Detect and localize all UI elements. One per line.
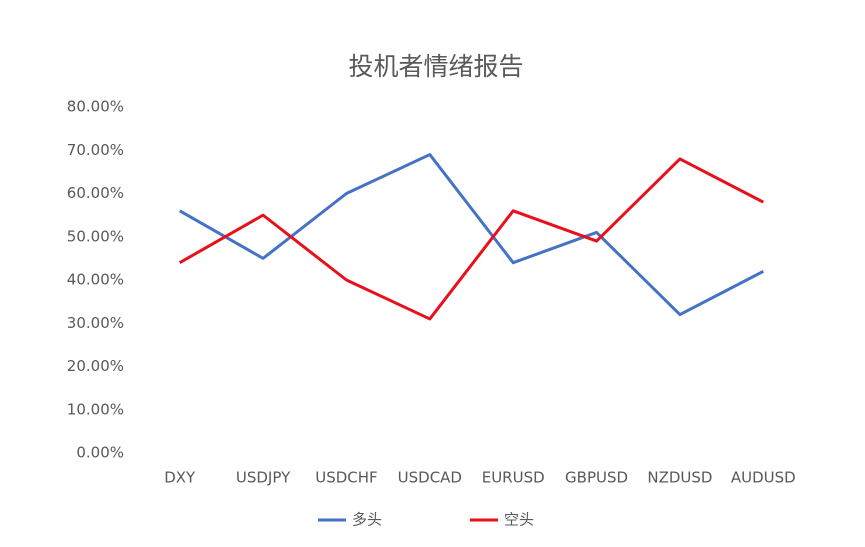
series-line (178, 153, 765, 317)
x-tick-label: DXY (164, 469, 196, 487)
y-tick-label: 30.00% (67, 314, 124, 332)
x-tick-label: GBPUSD (565, 469, 628, 487)
legend-label: 空头 (504, 511, 534, 529)
series-line (178, 157, 765, 321)
y-tick-label: 80.00% (67, 98, 124, 116)
y-tick-label: 0.00% (76, 444, 124, 462)
x-tick-label: USDJPY (236, 469, 291, 487)
x-tick-label: AUDUSD (731, 469, 796, 487)
y-tick-label: 70.00% (67, 141, 124, 159)
y-tick-label: 50.00% (67, 227, 124, 245)
y-tick-label: 40.00% (67, 271, 124, 289)
y-tick-label: 20.00% (67, 357, 124, 375)
y-tick-label: 60.00% (67, 184, 124, 202)
y-tick-label: 10.00% (67, 400, 124, 418)
legend-label: 多头 (352, 511, 382, 529)
x-tick-label: USDCAD (398, 469, 462, 487)
x-tick-label: EURUSD (482, 469, 545, 487)
x-tick-label: USDCHF (315, 469, 377, 487)
x-tick-label: NZDUSD (647, 469, 712, 487)
chart-title: 投机者情绪报告 (348, 52, 523, 81)
